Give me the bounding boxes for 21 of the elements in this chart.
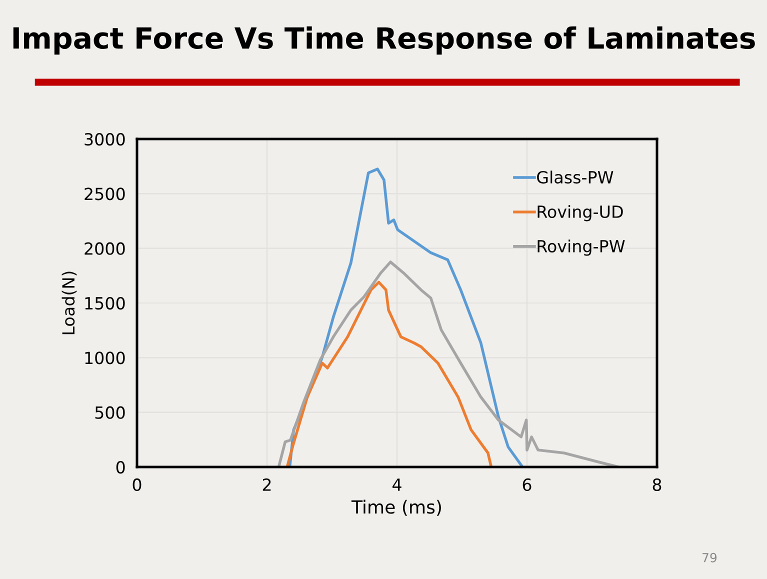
y-tick-label: 3000	[84, 132, 125, 146]
x-tick-label: 4	[392, 478, 402, 491]
y-axis-title: Load(N)	[62, 272, 77, 334]
y-tick-label: 500	[95, 406, 125, 419]
y-tick-label: 1500	[85, 296, 125, 310]
y-tick-label: 2500	[84, 188, 125, 200]
chart-title: Impact Force Vs Time Response of Laminates	[13, 26, 755, 55]
line-series	[277, 260, 620, 467]
text: 79	[702, 552, 717, 562]
legend-label: Glass-PW	[537, 170, 614, 184]
y-tick-label: 1000	[85, 352, 125, 364]
x-tick-label: 6	[522, 478, 532, 492]
x-tick-label: 0	[132, 478, 142, 492]
x-axis-title: Time (ms)	[351, 500, 441, 516]
legend-label: Roving-UD	[538, 205, 623, 222]
y-tick-label: 0	[116, 460, 125, 474]
y-tick-label: 2000	[84, 242, 125, 255]
legend-label: Roving-PW	[538, 240, 625, 256]
x-tick-label: 8	[652, 478, 662, 492]
x-tick-label: 2	[262, 478, 271, 491]
line-series	[286, 280, 493, 467]
